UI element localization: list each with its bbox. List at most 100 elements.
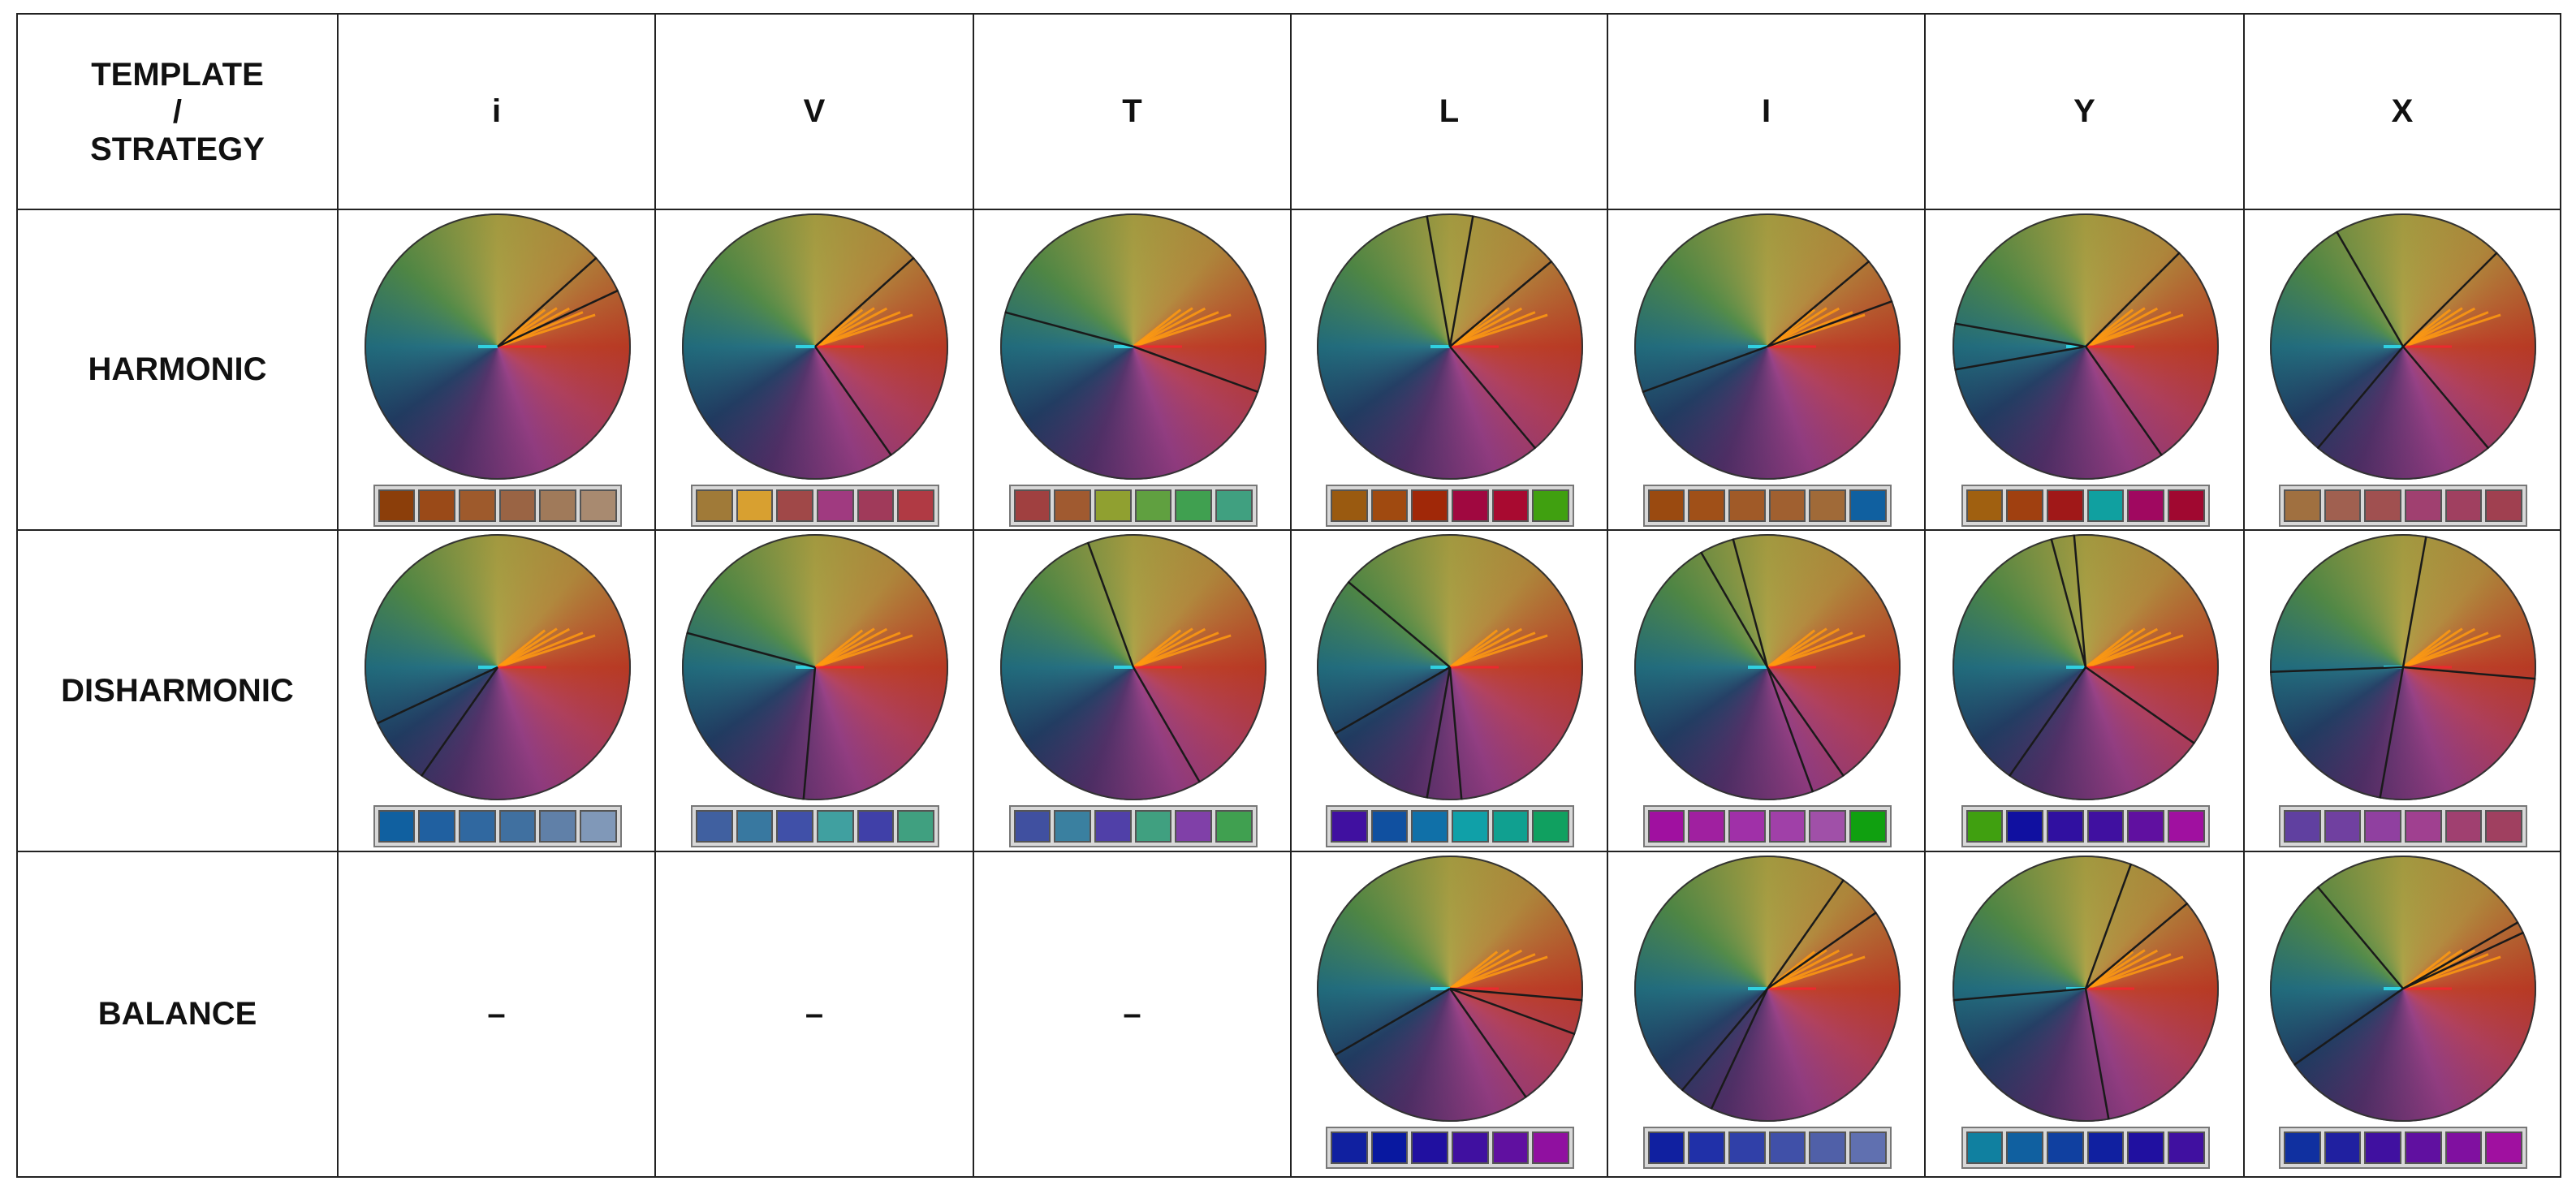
- color-wheel: [1633, 213, 1901, 480]
- swatch: [1491, 489, 1530, 522]
- color-wheel: [1633, 534, 1901, 800]
- palette: [691, 485, 939, 527]
- wheel-rim: [682, 213, 948, 480]
- swatch: [1054, 810, 1091, 843]
- sector-boundary: [2402, 920, 2519, 990]
- wheel-rim: [2270, 856, 2536, 1122]
- sector-boundary: [2402, 346, 2490, 450]
- swatch: [1849, 810, 1887, 843]
- hue-spike: [2402, 307, 2476, 348]
- wheel-overlay: [1317, 213, 1583, 480]
- header-cell: V: [654, 13, 974, 210]
- swatch: [1215, 489, 1253, 522]
- sector-boundary: [1766, 878, 1845, 989]
- swatch: [897, 489, 935, 522]
- color-wheel: [1952, 213, 2219, 480]
- swatch: [857, 489, 895, 522]
- wheel-rim: [364, 534, 631, 800]
- row-label: HARMONIC: [88, 351, 267, 387]
- swatch: [2006, 489, 2043, 522]
- cell: [1924, 529, 2245, 852]
- sector-boundary: [1132, 666, 1201, 783]
- swatch: [1647, 489, 1685, 522]
- color-wheel: [682, 534, 948, 800]
- swatch: [1370, 489, 1409, 522]
- swatch: [539, 489, 576, 522]
- palette: [1326, 1127, 1574, 1169]
- sector-boundary: [814, 256, 915, 347]
- wheel-rim: [1952, 534, 2219, 800]
- cell: [1290, 529, 1608, 852]
- swatch: [2364, 1131, 2402, 1164]
- sector-boundary: [2402, 666, 2536, 680]
- swatch: [1094, 489, 1132, 522]
- color-wheel: [2270, 856, 2536, 1122]
- sector-boundary: [1334, 666, 1451, 735]
- column-label: Y: [2073, 93, 2095, 129]
- swatch: [418, 489, 455, 522]
- hue-spike: [497, 634, 596, 669]
- swatch: [817, 810, 854, 843]
- sector-boundary: [1952, 987, 2086, 1002]
- swatch: [2324, 810, 2362, 843]
- sector-boundary: [1449, 346, 1537, 450]
- sector-boundary: [1953, 345, 2086, 371]
- hue-spike: [814, 627, 888, 669]
- palette: [2279, 485, 2527, 527]
- swatch: [1370, 810, 1409, 843]
- wheel-overlay: [2270, 213, 2536, 480]
- swatch: [1175, 489, 1212, 522]
- sector-boundary: [1003, 311, 1133, 348]
- cell: [2243, 529, 2561, 852]
- palette: [1326, 485, 1574, 527]
- sector-boundary: [2402, 252, 2498, 347]
- hue-spike: [1766, 627, 1840, 669]
- swatch: [1094, 810, 1132, 843]
- hue-spike: [2085, 955, 2184, 990]
- column-label: V: [803, 93, 826, 129]
- swatch: [857, 810, 895, 843]
- sector-boundary: [1766, 666, 1814, 793]
- swatch: [378, 810, 416, 843]
- sector-boundary: [1086, 541, 1134, 668]
- hue-spike: [497, 313, 596, 348]
- swatch: [1491, 810, 1530, 843]
- wheel-rim: [999, 534, 1266, 800]
- swatch: [2444, 1131, 2483, 1164]
- swatch: [2006, 1131, 2043, 1164]
- swatch: [1331, 810, 1368, 843]
- sector-boundary: [496, 256, 598, 347]
- swatch: [2127, 1131, 2164, 1164]
- swatch: [2405, 810, 2442, 843]
- cell: [1607, 209, 1926, 531]
- swatch: [1134, 810, 1172, 843]
- swatch: [418, 810, 455, 843]
- sector-boundary: [2402, 931, 2525, 990]
- cell: [1290, 851, 1608, 1178]
- color-wheel: [2270, 534, 2536, 800]
- palette: [1961, 1127, 2210, 1169]
- hue-spike: [2402, 634, 2501, 669]
- hue-spike: [1766, 949, 1840, 990]
- row-label: DISHARMONIC: [61, 672, 294, 709]
- hue-spike: [2402, 313, 2501, 348]
- wheel-overlay: [1952, 213, 2219, 480]
- hue-spike: [1449, 627, 1523, 669]
- column-label: i: [491, 93, 502, 129]
- swatch: [2444, 489, 2483, 522]
- empty-mark: –: [487, 996, 506, 1032]
- swatch: [1013, 489, 1051, 522]
- cell: [1607, 851, 1926, 1178]
- swatch: [2086, 489, 2125, 522]
- column-label: T: [1122, 93, 1142, 129]
- sector-boundary: [376, 666, 498, 725]
- swatch: [1688, 1131, 1725, 1164]
- swatch: [1331, 1131, 1368, 1164]
- empty-mark: –: [805, 996, 824, 1032]
- header-cell: T: [973, 13, 1292, 210]
- wheel-rim: [1317, 856, 1583, 1122]
- row-header: HARMONIC: [16, 209, 339, 531]
- cell: –: [654, 851, 974, 1178]
- hue-spike: [1449, 307, 1523, 348]
- swatch: [2167, 810, 2205, 843]
